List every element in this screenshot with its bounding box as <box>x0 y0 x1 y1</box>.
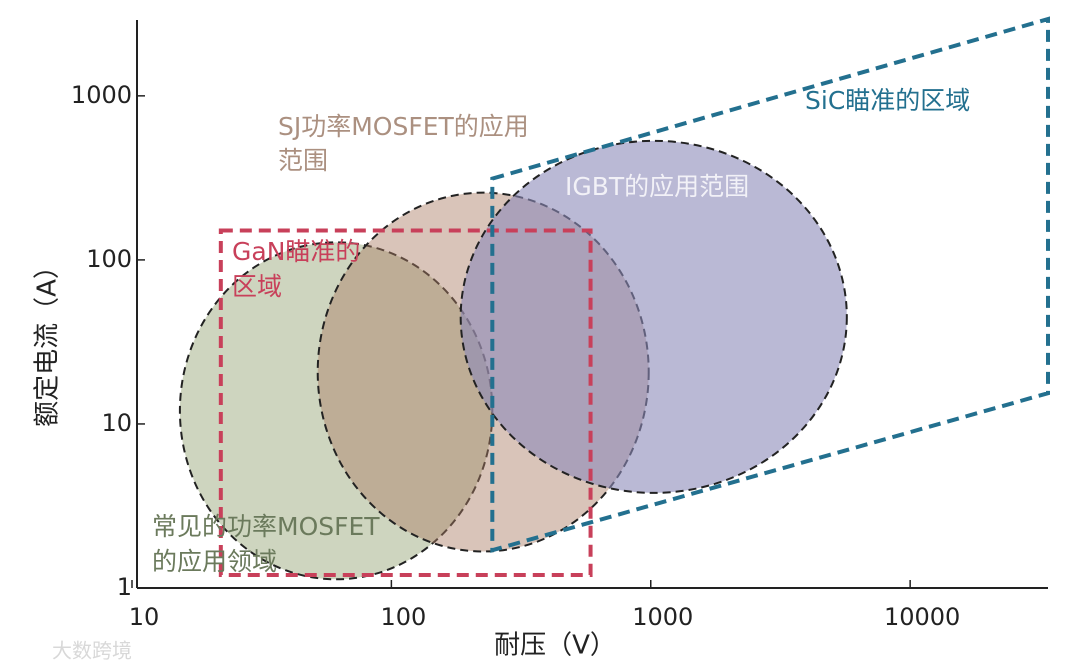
region-label: GaN瞄准的 <box>232 237 360 266</box>
y-tick-label: 1000 <box>71 81 132 109</box>
y-tick-label: 1 <box>117 573 132 601</box>
region-label: 范围 <box>278 146 328 175</box>
region-label: SiC瞄准的区域 <box>805 86 970 115</box>
region-label: 的应用领域 <box>152 547 277 576</box>
y-axis-title: 额定电流（A） <box>33 253 63 427</box>
region-label: 区域 <box>232 272 282 301</box>
region-label: 常见的功率MOSFET <box>152 512 380 541</box>
y-tick-label: 10 <box>101 409 132 437</box>
y-tick-label: 100 <box>86 245 132 273</box>
region-polygon <box>490 16 1050 553</box>
x-tick-label: 10000 <box>884 603 960 631</box>
watermark: 大数跨境 <box>52 639 132 663</box>
region-ellipse <box>459 139 848 494</box>
x-tick-label: 10 <box>129 603 160 631</box>
region-label: IGBT的应用范围 <box>565 172 749 201</box>
region-label: SJ功率MOSFET的应用 <box>278 112 529 141</box>
x-axis-title: 耐压（V） <box>494 631 616 661</box>
x-tick-label: 100 <box>380 603 426 631</box>
region-rect <box>218 228 593 578</box>
x-tick-label: 1000 <box>632 603 693 631</box>
